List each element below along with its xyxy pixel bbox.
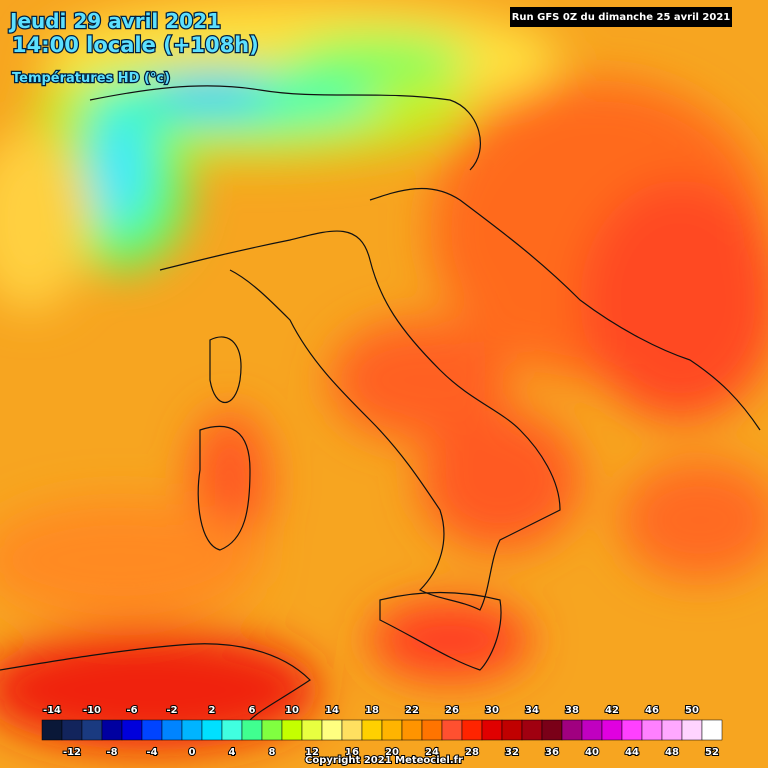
legend-swatch (281, 719, 303, 741)
run-info: Run GFS 0Z du dimanche 25 avril 2021 (512, 12, 731, 23)
legend-swatch (601, 719, 623, 741)
legend-label: 22 (405, 705, 419, 716)
legend-swatch (301, 719, 323, 741)
legend-swatch (41, 719, 63, 741)
legend-label: 2 (209, 705, 216, 716)
legend-swatch (241, 719, 263, 741)
legend-swatch (581, 719, 603, 741)
legend-swatch (361, 719, 383, 741)
legend-label: -6 (126, 705, 137, 716)
legend-swatch (81, 719, 103, 741)
legend-label: 40 (585, 747, 599, 758)
legend-swatch (681, 719, 703, 741)
forecast-time: 14:00 locale (+108h) (12, 33, 259, 57)
legend: -14-12-10-8-6-4-202468101214161820222426… (41, 704, 723, 759)
legend-label: -10 (83, 705, 101, 716)
legend-label: 44 (625, 747, 639, 758)
run-box (510, 7, 732, 27)
legend-swatch (621, 719, 643, 741)
coastlines (0, 85, 761, 721)
parameter-name: Températures HD (°c) (12, 71, 170, 86)
legend-swatch (421, 719, 443, 741)
legend-label: -14 (43, 705, 61, 716)
legend-swatch (641, 719, 663, 741)
legend-label: 26 (445, 705, 459, 716)
legend-label: 30 (485, 705, 499, 716)
legend-label: -12 (63, 747, 81, 758)
legend-swatch (321, 719, 343, 741)
legend-label: 48 (665, 747, 679, 758)
legend-swatch (701, 719, 723, 741)
legend-swatch (441, 719, 463, 741)
legend-label: 16 (345, 747, 359, 758)
legend-label: 28 (465, 747, 479, 758)
legend-label: 6 (249, 705, 256, 716)
legend-swatch (481, 719, 503, 741)
legend-swatch (501, 719, 523, 741)
legend-label: 50 (685, 705, 699, 716)
legend-swatch (201, 719, 223, 741)
legend-swatch (221, 719, 243, 741)
forecast-date: Jeudi 29 avril 2021 (8, 9, 221, 33)
legend-label: 0 (189, 747, 196, 758)
legend-label: 52 (705, 747, 719, 758)
legend-label: 32 (505, 747, 519, 758)
legend-swatch (541, 719, 563, 741)
legend-label: 20 (385, 747, 399, 758)
legend-label: -8 (106, 747, 117, 758)
legend-swatch (141, 719, 163, 741)
legend-label: -2 (166, 705, 177, 716)
legend-swatch (61, 719, 83, 741)
legend-swatch (161, 719, 183, 741)
legend-swatch (401, 719, 423, 741)
legend-swatch (561, 719, 583, 741)
legend-swatch (521, 719, 543, 741)
legend-swatch (121, 719, 143, 741)
legend-swatch (341, 719, 363, 741)
legend-swatch (381, 719, 403, 741)
legend-swatch (661, 719, 683, 741)
legend-label: 10 (285, 705, 299, 716)
legend-label: 36 (545, 747, 559, 758)
copyright: Copyright 2021 Meteociel.fr (305, 755, 463, 766)
legend-label: 14 (325, 705, 339, 716)
legend-label: 8 (269, 747, 276, 758)
legend-label: 38 (565, 705, 579, 716)
legend-label: -4 (146, 747, 157, 758)
legend-label: 12 (305, 747, 319, 758)
legend-swatch (181, 719, 203, 741)
legend-label: 34 (525, 705, 539, 716)
legend-label: 24 (425, 747, 439, 758)
legend-swatch (461, 719, 483, 741)
legend-label: 42 (605, 705, 619, 716)
legend-swatch (261, 719, 283, 741)
legend-label: 18 (365, 705, 379, 716)
legend-label: 46 (645, 705, 659, 716)
legend-swatch (101, 719, 123, 741)
legend-label: 4 (229, 747, 236, 758)
